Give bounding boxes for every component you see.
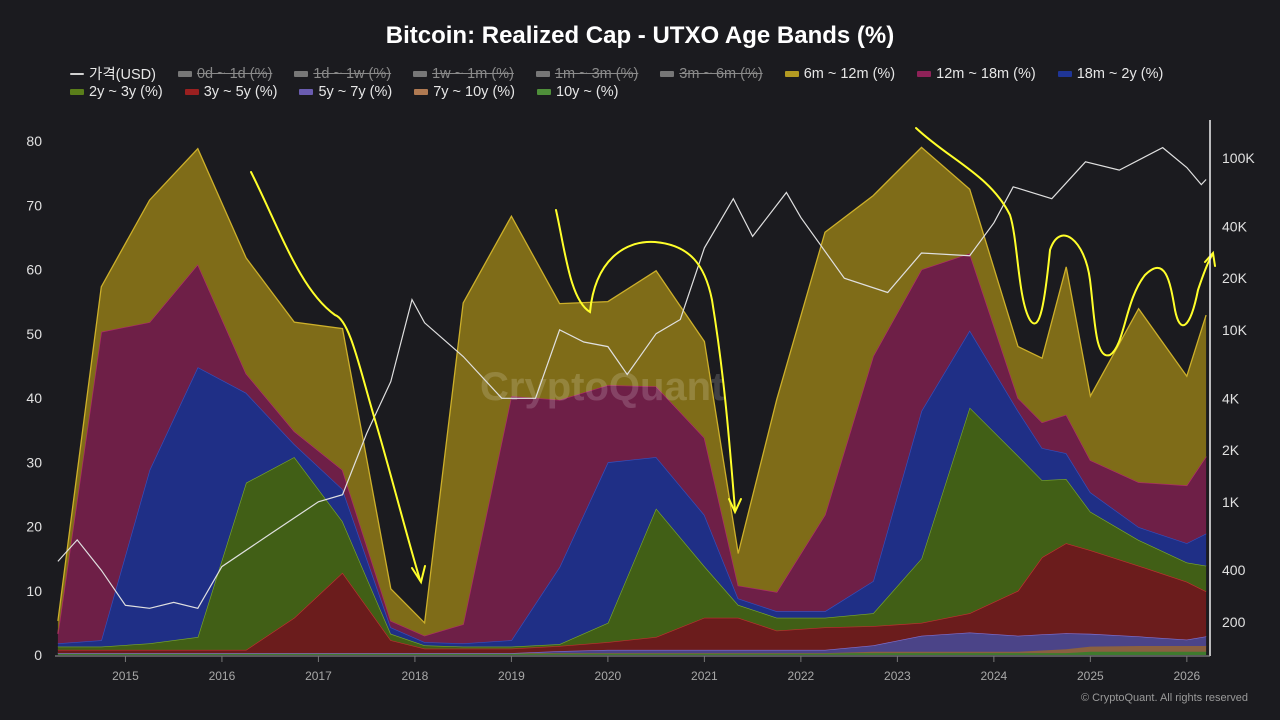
legend-item[interactable]: 1m ~ 3m (%) bbox=[535, 63, 639, 84]
legend-item[interactable]: 가격(USD) bbox=[70, 63, 156, 84]
y2-tick-label: 10K bbox=[1222, 322, 1248, 338]
legend-swatch bbox=[414, 89, 429, 95]
price-line-group bbox=[57, 146, 1207, 609]
legend-label: 10y ~ (%) bbox=[556, 84, 619, 100]
y2-tick-label: 1K bbox=[1222, 494, 1240, 510]
legend-label: 가격(USD) bbox=[89, 67, 156, 83]
legend-label: 1w ~ 1m (%) bbox=[432, 65, 514, 82]
annotation-arrow bbox=[250, 171, 421, 581]
y2-tick-label: 40K bbox=[1222, 218, 1248, 234]
y2-tick-label: 4K bbox=[1222, 390, 1240, 406]
legend-label: 18m ~ 2y (%) bbox=[1076, 65, 1164, 82]
area-band-6m-12m- bbox=[57, 147, 1207, 636]
y2-tick-label: 200 bbox=[1222, 614, 1246, 630]
legend-label: 5y ~ 7y (%) bbox=[318, 84, 393, 100]
legend-swatch bbox=[535, 70, 550, 77]
x-tick-label: 2026 bbox=[1173, 669, 1200, 683]
x-tick-label: 2023 bbox=[884, 669, 911, 683]
x-tick-label: 2025 bbox=[1077, 669, 1104, 683]
annotation-arrowhead bbox=[1204, 250, 1216, 267]
legend-swatch bbox=[1057, 70, 1072, 77]
y-tick-label: 60 bbox=[26, 262, 42, 278]
legend-label: 2y ~ 3y (%) bbox=[89, 84, 163, 100]
legend-item[interactable]: 5y ~ 7y (%) bbox=[299, 84, 392, 100]
x-tick-label: 2022 bbox=[788, 669, 815, 683]
x-tick-label: 2020 bbox=[595, 669, 622, 683]
legend-label: 3y ~ 5y (%) bbox=[203, 84, 278, 100]
legend-swatch bbox=[917, 70, 932, 77]
y-tick-label: 40 bbox=[26, 390, 42, 406]
y-tick-label: 0 bbox=[34, 647, 42, 663]
y-tick-label: 30 bbox=[26, 454, 42, 470]
legend-label: 3m ~ 6m (%) bbox=[679, 65, 763, 82]
legend-swatch bbox=[413, 70, 428, 77]
stacked-areas bbox=[57, 146, 1207, 655]
area-band-5y-7y- bbox=[57, 632, 1207, 654]
legend-row: 2y ~ 3y (%) 3y ~ 5y (%) 5y ~ 7y (%) 7y ~ 10… bbox=[70, 84, 618, 100]
legend-item[interactable]: 0d ~ 1d (%) bbox=[177, 63, 273, 84]
y-tick-label: 20 bbox=[26, 519, 42, 535]
x-tick-label: 2018 bbox=[402, 669, 429, 683]
copyright-text: © CryptoQuant. All rights reserved bbox=[1080, 692, 1248, 704]
left-axis: 0 10 20 30 40 50 60 70 80 bbox=[26, 133, 42, 663]
hand-drawn-annotations bbox=[250, 127, 1216, 585]
x-axis: 2015 2016 2017 2018 2019 2020 2021 2022 2023 2024… bbox=[112, 656, 1201, 683]
legend-item[interactable]: 3y ~ 5y (%) bbox=[184, 84, 278, 100]
annotation-curve bbox=[555, 209, 736, 511]
legend-item[interactable]: 6m ~ 12m (%) bbox=[784, 63, 896, 84]
legend-item[interactable]: 12m ~ 18m (%) bbox=[917, 63, 1036, 84]
legend-label: 12m ~ 18m (%) bbox=[936, 65, 1036, 82]
annotation-arrowhead bbox=[411, 565, 426, 585]
legend-row: 가격(USD) 0d ~ 1d (%) 1d ~ 1w (%) 1w ~ 1m (%)… bbox=[70, 63, 1163, 84]
legend-item[interactable]: 1w ~ 1m (%) bbox=[413, 63, 514, 84]
x-tick-label: 2016 bbox=[209, 669, 236, 683]
y2-tick-label: 20K bbox=[1222, 270, 1248, 286]
x-tick-label: 2019 bbox=[498, 669, 525, 683]
legend-item[interactable]: 18m ~ 2y (%) bbox=[1057, 63, 1164, 84]
y-tick-label: 80 bbox=[26, 133, 42, 149]
legend-swatch bbox=[537, 89, 551, 95]
area-edge bbox=[57, 146, 1207, 625]
y2-tick-label: 100K bbox=[1222, 150, 1255, 166]
annotation-curve bbox=[915, 127, 1213, 357]
area-band-18m-2y- bbox=[57, 330, 1207, 647]
legend-item[interactable]: 7y ~ 10y (%) bbox=[414, 84, 515, 100]
y-tick-label: 70 bbox=[26, 197, 42, 213]
legend-label: 7y ~ 10y (%) bbox=[433, 84, 515, 100]
legend-item[interactable]: 10y ~ (%) bbox=[537, 84, 618, 100]
area-band-3y-5y- bbox=[57, 543, 1207, 654]
legend-label: 1m ~ 3m (%) bbox=[554, 65, 639, 82]
area-band-12m-18m- bbox=[57, 253, 1207, 644]
legend-item[interactable]: 3m ~ 6m (%) bbox=[660, 63, 763, 84]
legend-item[interactable]: 2y ~ 3y (%) bbox=[70, 84, 163, 100]
legend-swatch bbox=[784, 70, 799, 77]
legend-label: 0d ~ 1d (%) bbox=[196, 65, 273, 82]
y-tick-label: 10 bbox=[26, 583, 42, 599]
watermark: CryptoQuant bbox=[480, 365, 724, 409]
price-line bbox=[57, 146, 1207, 609]
annotation-arrowhead bbox=[728, 498, 742, 515]
legend-swatch bbox=[70, 72, 84, 75]
legend-swatch bbox=[184, 89, 199, 95]
legend-item[interactable]: 1d ~ 1w (%) bbox=[294, 63, 391, 84]
y2-tick-label: 2K bbox=[1222, 442, 1240, 458]
x-tick-label: 2024 bbox=[981, 669, 1008, 683]
right-axis: 100K 40K 20K 10K 4K 2K 1K 400 200 bbox=[1222, 150, 1255, 630]
legend-swatch bbox=[299, 89, 314, 95]
legend-swatch bbox=[660, 70, 675, 77]
x-tick-label: 2021 bbox=[691, 669, 718, 683]
chart-title: Bitcoin: Realized Cap - UTXO Age Bands (… bbox=[385, 22, 895, 49]
legend-swatch bbox=[70, 89, 84, 95]
legend-label: 6m ~ 12m (%) bbox=[803, 65, 896, 82]
y-tick-label: 50 bbox=[26, 326, 42, 342]
legend-label: 1d ~ 1w (%) bbox=[313, 65, 392, 82]
x-tick-label: 2015 bbox=[112, 669, 139, 683]
legend-swatch bbox=[294, 70, 309, 77]
x-tick-label: 2017 bbox=[305, 669, 332, 683]
area-band-2y-3y- bbox=[57, 407, 1207, 650]
legend-swatch bbox=[177, 70, 192, 77]
y2-tick-label: 400 bbox=[1222, 562, 1246, 578]
